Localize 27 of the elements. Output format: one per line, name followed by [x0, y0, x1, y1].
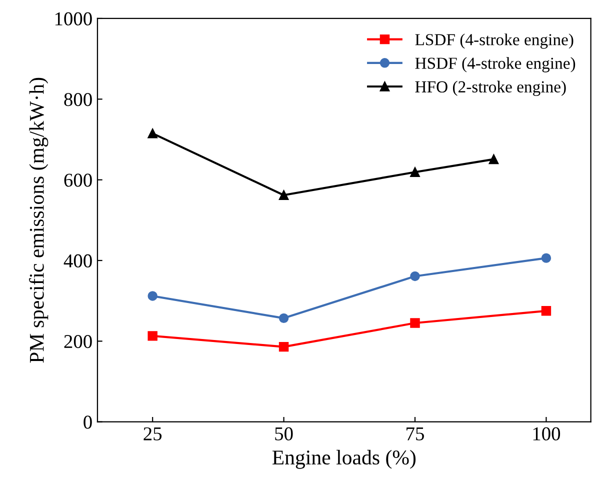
point	[541, 253, 552, 263]
point	[148, 331, 158, 341]
point	[148, 291, 158, 301]
y-tick-label: 200	[64, 334, 92, 348]
point	[541, 306, 552, 316]
x-tick-label: 100	[533, 427, 560, 440]
point	[148, 128, 158, 138]
x-tick-label: 50	[275, 427, 293, 440]
y-tick-label: 1000	[55, 12, 92, 26]
y-tick-label: 600	[64, 174, 92, 187]
legend-label: LSDF (4-stroke engine)	[415, 34, 574, 49]
y-axis-title: PM specific emissions (mg/kW·h)	[29, 78, 48, 363]
legend-label: HFO (2-stroke engine)	[415, 80, 566, 96]
x-tick-label: 75	[406, 427, 424, 440]
point	[278, 342, 289, 352]
y-tick-label: 0	[84, 416, 92, 429]
point	[410, 318, 420, 328]
point	[278, 313, 289, 324]
point	[410, 271, 420, 282]
point	[278, 190, 289, 200]
legend-label: HSDF (4-stroke engine)	[415, 57, 576, 72]
y-tick-label: 800	[64, 92, 92, 106]
y-tick-label: 400	[64, 254, 92, 268]
x-tick-label: 25	[144, 427, 162, 440]
point	[488, 154, 499, 164]
x-axis-title: Engine loads (%)	[272, 450, 416, 469]
point	[410, 167, 420, 178]
